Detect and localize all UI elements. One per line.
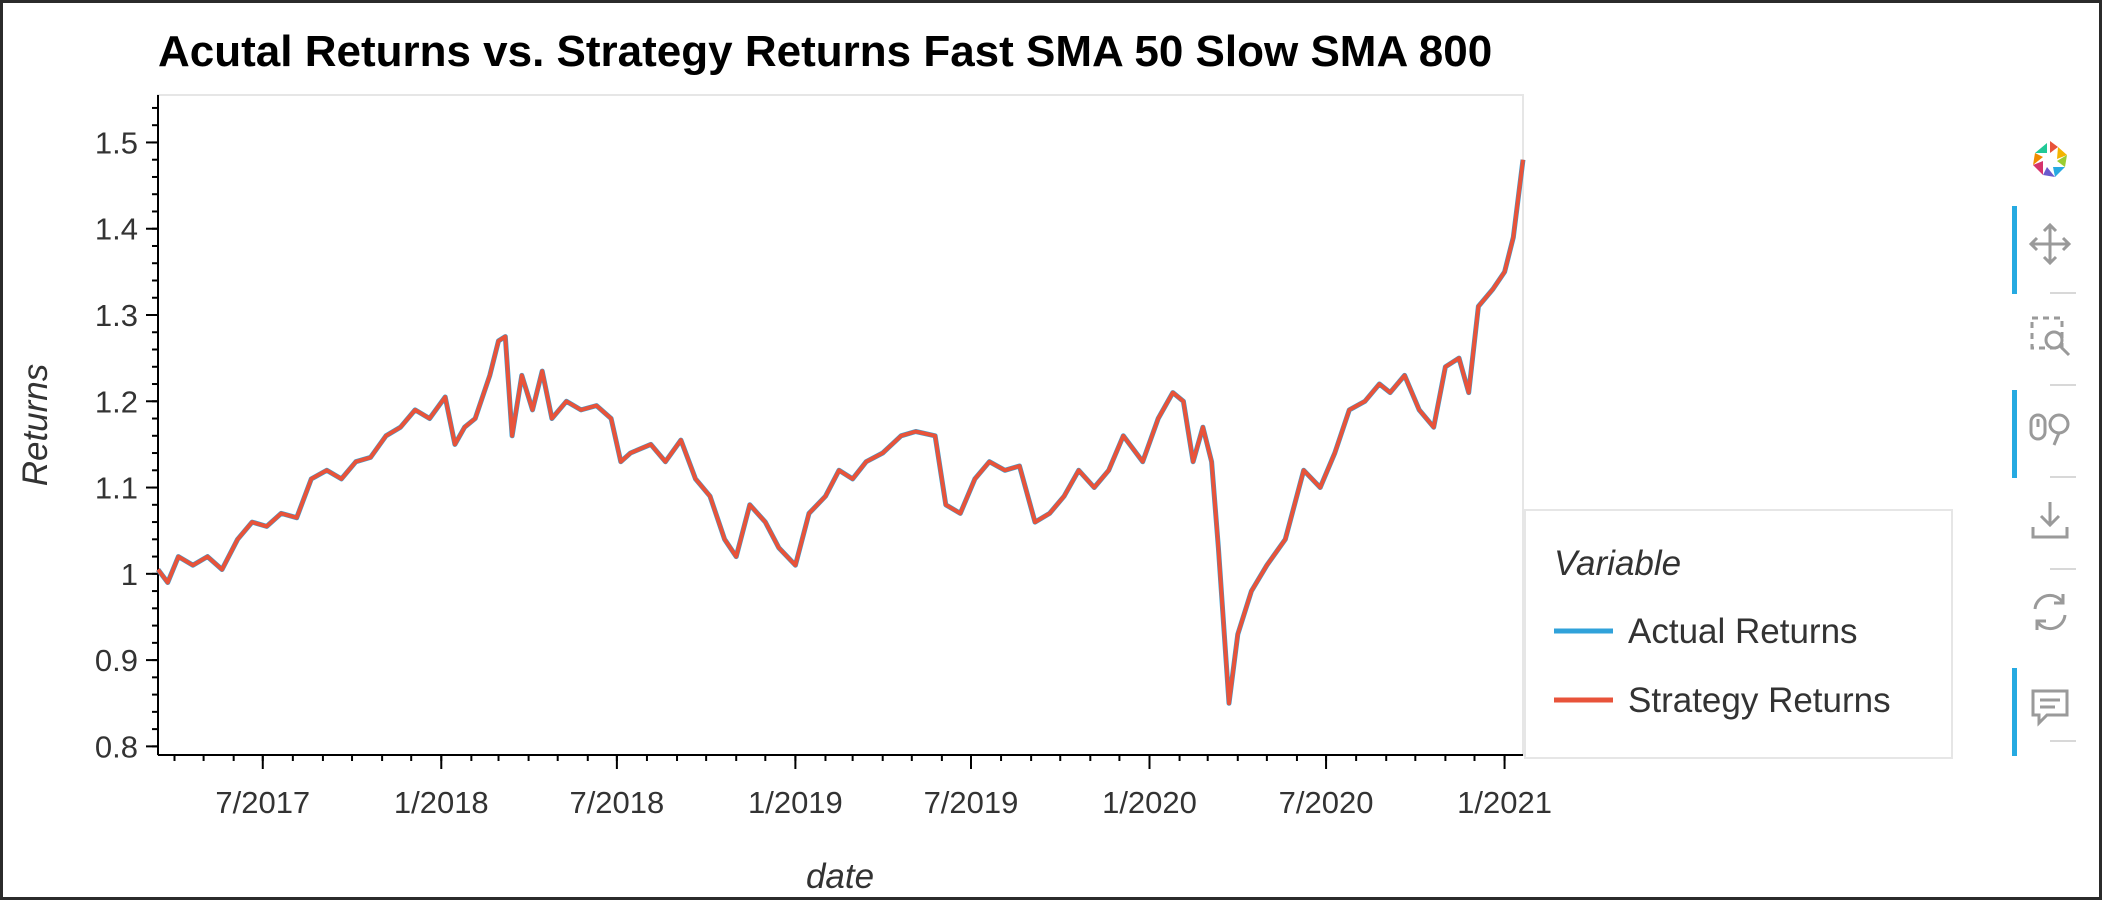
logo-icon [2033,141,2067,177]
reset-tool[interactable] [2010,572,2090,652]
box-zoom-icon [2030,316,2071,357]
x-tick-label: 7/2020 [1279,785,1374,820]
series-line-actual-returns [155,159,1526,706]
x-tick-label: 1/2020 [1102,785,1197,820]
x-tick-label: 1/2018 [394,785,489,820]
pan-tool[interactable] [2010,204,2090,294]
wheel-zoom-tool[interactable] [2010,388,2090,478]
y-tick-label: 1.1 [95,471,138,506]
legend-label-strategy-returns[interactable]: Strategy Returns [1628,681,1891,720]
y-tick-label: 0.9 [95,643,138,678]
reset-icon [2033,593,2067,631]
chart-toolbar [2010,120,2090,820]
x-tick-label: 7/2018 [569,785,664,820]
legend-label-actual-returns[interactable]: Actual Returns [1628,612,1858,651]
series-line-strategy-returns [156,159,1525,706]
x-tick-label: 7/2019 [924,785,1019,820]
save-tool[interactable] [2010,480,2090,560]
x-axis-label: date [806,857,874,896]
pan-icon [2028,222,2072,266]
x-tick-label: 7/2017 [215,785,310,820]
y-axis: 0.8 0.9 1 1.1 1.2 1.3 1.4 1.5 [95,95,159,764]
legend[interactable]: Variable Actual Returns Strategy Returns [1524,509,1953,759]
y-tick-label: 1.2 [95,384,138,419]
y-axis-label: Returns [16,364,55,487]
y-tick-label: 1.4 [95,212,138,247]
save-icon [2031,502,2069,539]
hover-icon [2031,689,2069,727]
wheel-zoom-icon [2029,413,2070,446]
x-axis: 7/2017 1/2018 7/2018 1/2019 7/2019 1/2020 7/20… [158,754,1552,820]
series-group [155,159,1526,706]
y-tick-label: 1.3 [95,298,138,333]
plot-frame [157,94,1524,756]
legend-title: Variable [1554,544,1681,583]
legend-box [1524,509,1953,759]
hover-tool[interactable] [2010,666,2090,756]
chart-title: Acutal Returns vs. Strategy Returns Fast… [158,27,1492,76]
box-zoom-tool[interactable] [2010,296,2090,376]
y-tick-label: 1.5 [95,125,138,160]
x-tick-label: 1/2019 [748,785,843,820]
y-tick-label: 1 [121,557,138,592]
y-tick-label: 0.8 [95,729,138,764]
x-tick-label: 1/2021 [1457,785,1552,820]
bokeh-logo[interactable] [2010,120,2090,200]
